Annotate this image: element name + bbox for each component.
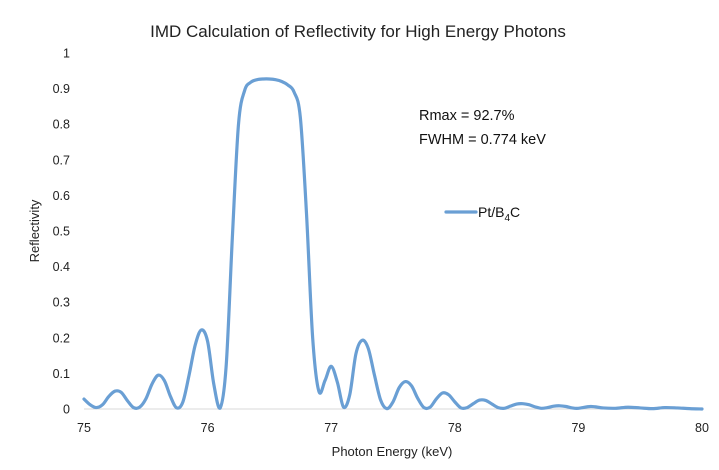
y-tick-label: 0.7 — [53, 153, 70, 167]
y-tick-label: 0.3 — [53, 296, 70, 310]
series-line-pt-b4c — [82, 77, 704, 411]
y-tick-label: 0.5 — [53, 225, 70, 239]
y-tick-label: 0 — [63, 403, 70, 417]
x-tick-label: 79 — [571, 421, 585, 435]
x-tick-label: 76 — [201, 421, 215, 435]
y-tick-label: 0.9 — [53, 82, 70, 96]
x-tick-label: 75 — [77, 421, 91, 435]
y-tick-label: 0.1 — [53, 367, 70, 381]
y-axis-label: Reflectivity — [27, 199, 42, 262]
x-tick-label: 78 — [448, 421, 462, 435]
x-axis-ticks: 75 76 77 78 79 80 — [77, 421, 709, 435]
annotation-fwhm: FWHM = 0.774 keV — [419, 132, 546, 148]
y-axis-ticks: 0 0.1 0.2 0.3 0.4 0.5 0.6 0.7 0.8 0.9 1 — [53, 47, 70, 417]
y-tick-label: 0.4 — [53, 260, 70, 274]
legend: Pt/B4C — [444, 204, 520, 224]
y-tick-label: 0.6 — [53, 189, 70, 203]
legend-label-subscript: 4 — [504, 213, 510, 224]
y-tick-label: 0.8 — [53, 118, 70, 132]
y-tick-label: 1 — [63, 47, 70, 61]
x-tick-label: 77 — [324, 421, 338, 435]
legend-label-tail: C — [510, 204, 520, 220]
x-tick-label: 80 — [695, 421, 709, 435]
annotation-rmax: Rmax = 92.7% — [419, 108, 515, 124]
chart-title: IMD Calculation of Reflectivity for High… — [150, 22, 566, 41]
y-tick-label: 0.2 — [53, 331, 70, 345]
legend-label: Pt/B4C — [478, 204, 520, 224]
x-axis-label: Photon Energy (keV) — [332, 444, 453, 459]
legend-label-main: Pt/B — [478, 204, 504, 220]
